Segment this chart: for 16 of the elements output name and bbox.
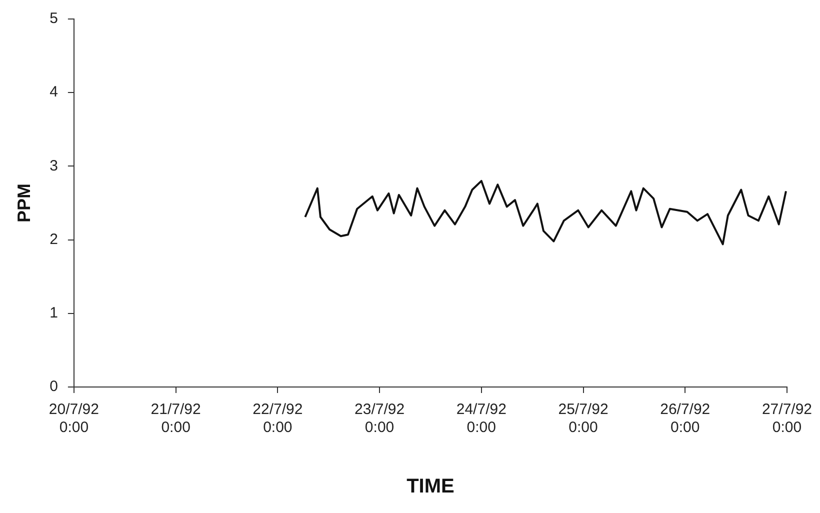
y-axis-title: PPM xyxy=(14,183,34,223)
x-tick-label: 23/7/92 0:00 xyxy=(354,401,405,436)
x-axis-title: TIME xyxy=(406,476,454,498)
y-tick-label: 5 xyxy=(50,10,58,28)
x-tick-label: 24/7/92 0:00 xyxy=(456,401,506,436)
y-tick-label: 3 xyxy=(50,157,58,174)
y-tick-label: 0 xyxy=(50,378,58,396)
y-tick-label: 4 xyxy=(50,84,58,101)
x-tick-label: 22/7/92 0:00 xyxy=(252,401,303,436)
y-tick-label: 1 xyxy=(50,304,58,322)
x-tick-label: 25/7/92 0:00 xyxy=(558,401,608,436)
x-tick-label: 20/7/92 0:00 xyxy=(48,401,99,436)
x-tick-label: 21/7/92 0:00 xyxy=(150,401,201,436)
x-tick-label: 27/7/92 0:00 xyxy=(762,401,812,436)
y-tick-label: 2 xyxy=(50,230,58,248)
x-tick-label: 26/7/92 0:00 xyxy=(660,401,710,436)
